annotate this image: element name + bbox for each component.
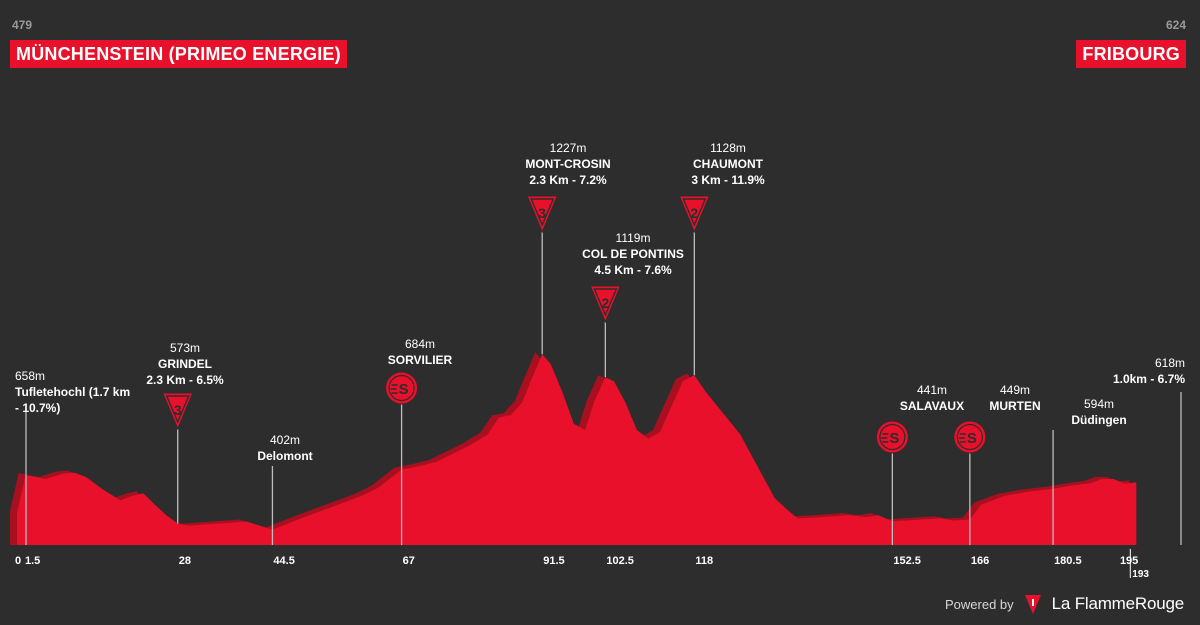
kom-inner-triangle xyxy=(682,198,707,227)
x-tick-label: 28 xyxy=(179,555,191,567)
climb-name-label: Tufletehochl (1.7 km xyxy=(15,385,130,399)
x-tick-label: 180.5 xyxy=(1054,555,1082,567)
sprint-speed-lines xyxy=(390,384,398,394)
kom-inner-triangle xyxy=(530,198,555,227)
x-tick-label: 1.5 xyxy=(25,555,40,567)
brand-name: La FlammeRouge xyxy=(1051,594,1185,613)
powered-by-label: Powered by xyxy=(945,596,1014,612)
sprint-name-label: MURTEN xyxy=(989,399,1040,413)
sprint-icon-ring xyxy=(956,423,983,451)
sprint-elevation-label: 441m xyxy=(917,383,947,397)
climb-detail-label: 2.3 Km - 7.2% xyxy=(529,173,607,187)
kom-category-text: 2 xyxy=(690,205,698,221)
sprint-speed-lines xyxy=(881,433,889,443)
sprint-name-label: SORVILIER xyxy=(388,353,453,367)
climb-elevation-label: 573m xyxy=(170,341,200,355)
climb-elevation-label: 1128m xyxy=(710,141,746,155)
sprint-icon-letter: S xyxy=(967,430,977,447)
start-elevation: 479 xyxy=(12,18,33,32)
climb-name-label: MONT-CROSIN xyxy=(525,157,610,171)
kom-inner-triangle xyxy=(593,288,618,317)
powered-by: Powered by La FlammeRouge xyxy=(945,593,1184,615)
kom-category-text: 2 xyxy=(601,295,609,311)
x-tick-label: 91.5 xyxy=(543,555,564,567)
climb-detail-label: - 10.7%) xyxy=(15,401,60,415)
x-tick-label: 0 xyxy=(15,555,21,567)
sprint-elevation-label: 684m xyxy=(405,337,435,351)
climb-detail-label: 4.5 Km - 7.6% xyxy=(594,263,672,277)
x-tick-label: 118 xyxy=(695,555,713,567)
climb-elevation-label: 1227m xyxy=(550,141,587,155)
sprint-icon xyxy=(385,371,419,405)
sprint-name-label: SALAVAUX xyxy=(900,399,964,413)
x-tick-label: 67 xyxy=(403,555,415,567)
climb-elevation-label: 618m xyxy=(1155,356,1185,370)
kom-category-text: 3 xyxy=(174,402,182,418)
climb-elevation-label: 1119m xyxy=(616,231,651,245)
sprint-icon xyxy=(953,420,987,454)
climb-name-label: GRINDEL xyxy=(158,357,212,371)
x-tick-label: 166 xyxy=(971,555,989,567)
climb-name-label: 1.0km - 6.7% xyxy=(1113,372,1185,386)
start-location-label: MÜNCHENSTEIN (PRIMEO ENERGIE) xyxy=(10,40,347,68)
waypoint-name-label: Delomont xyxy=(257,449,312,463)
finish-location-label: FRIBOURG xyxy=(1076,40,1186,68)
x-tick-label: 152.5 xyxy=(893,555,921,567)
x-tick-label: 195 xyxy=(1120,555,1138,567)
sprint-icon-ring xyxy=(388,374,415,402)
sprint-elevation-label: 449m xyxy=(1000,383,1030,397)
sprint-icon-ring xyxy=(879,423,906,451)
finish-elevation: 624 xyxy=(1165,18,1186,32)
x-extra-tick-label: 193 xyxy=(1132,569,1149,580)
climb-elevation-label: 658m xyxy=(15,369,45,383)
kom-category-icon xyxy=(589,285,622,324)
sprint-icon xyxy=(875,420,909,454)
profile-area xyxy=(17,354,1137,545)
climb-detail-label: 2.3 Km - 6.5% xyxy=(146,373,224,387)
kom-inner-triangle xyxy=(165,395,190,424)
kom-category-icon xyxy=(678,195,711,234)
sprint-icon-letter: S xyxy=(399,381,409,398)
waypoint-name-label: Düdingen xyxy=(1071,413,1126,427)
climb-detail-label: 3 Km - 11.9% xyxy=(691,173,765,187)
waypoint-elevation-label: 594m xyxy=(1084,397,1114,411)
waypoint-elevation-label: 402m xyxy=(270,433,300,447)
kom-category-icon xyxy=(161,392,194,431)
kom-category-text: 3 xyxy=(538,205,546,221)
kom-category-icon xyxy=(526,195,558,234)
sprint-icon-letter: S xyxy=(889,430,899,447)
sprint-speed-lines xyxy=(958,433,966,443)
climb-name-label: COL DE PONTINS xyxy=(582,247,684,261)
x-tick-label: 102.5 xyxy=(606,555,634,567)
x-tick-label: 44.5 xyxy=(273,555,294,567)
climb-name-label: CHAUMONT xyxy=(693,157,764,171)
flame-rouge-logo-icon xyxy=(1024,595,1041,614)
